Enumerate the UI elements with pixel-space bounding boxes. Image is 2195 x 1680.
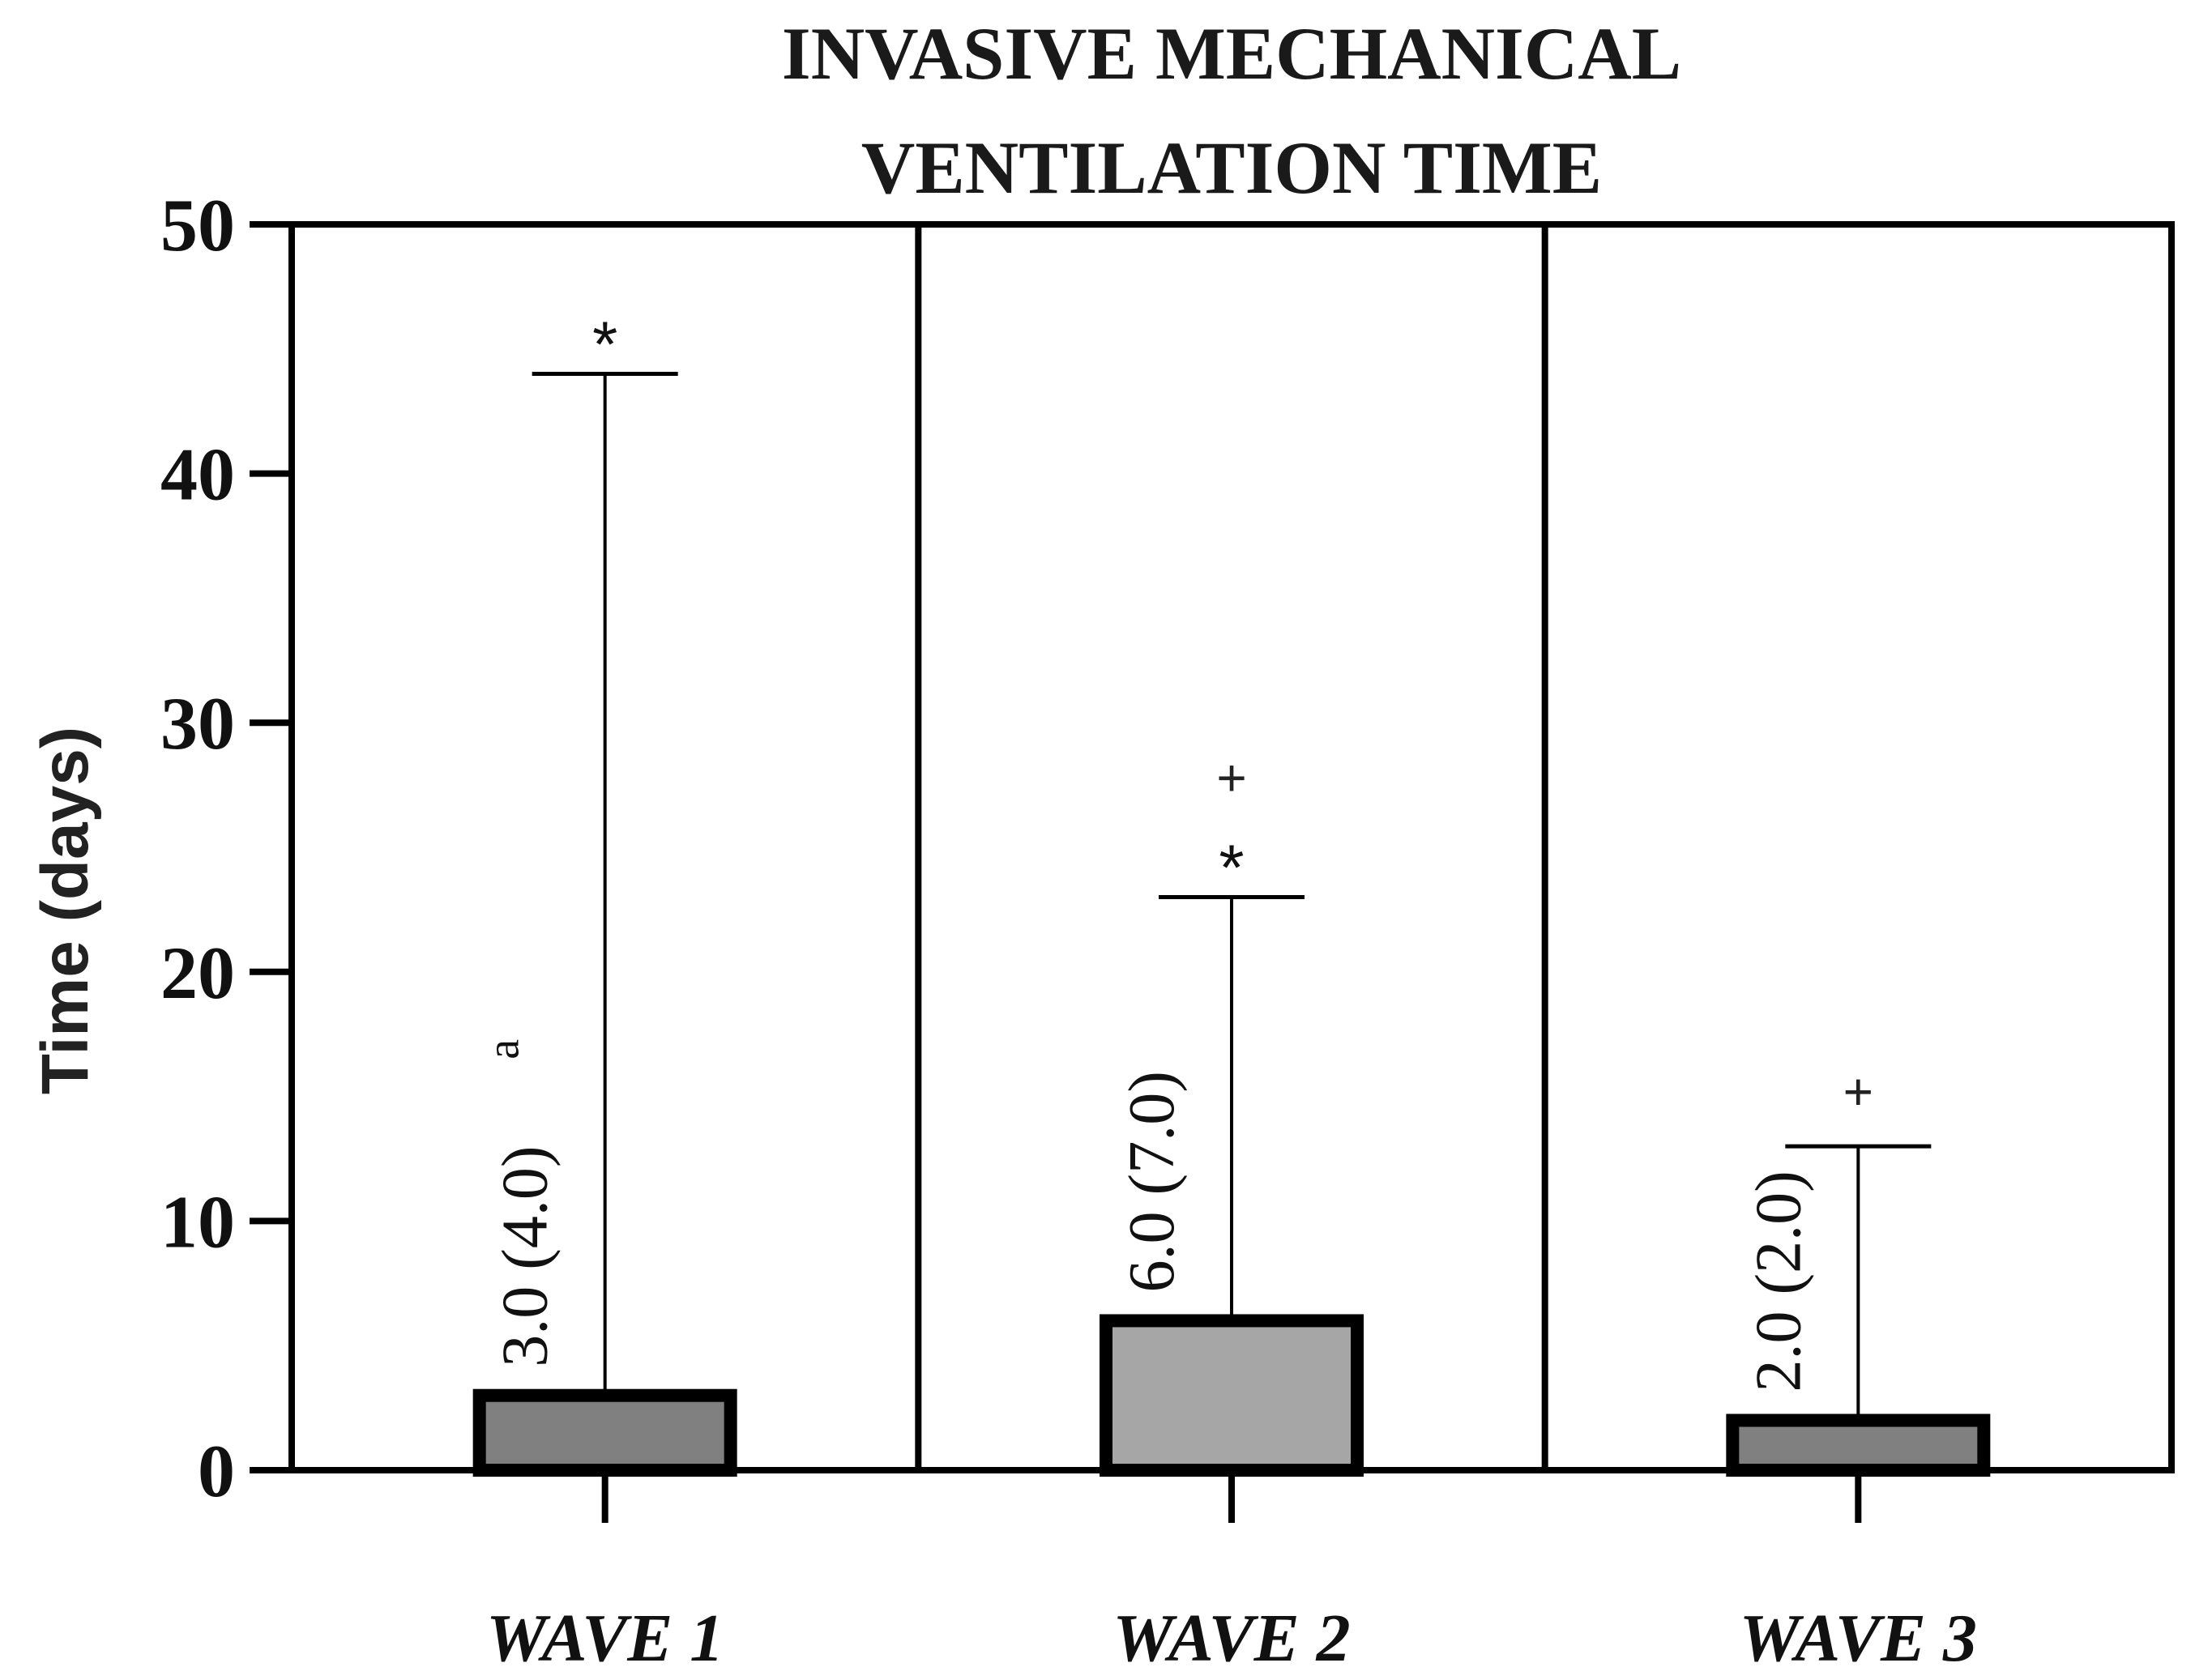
- significance-mark-2: *: [1219, 831, 1244, 903]
- value-label-3: 2.0 (2.0): [1743, 1170, 1814, 1392]
- plot-area: WAVE 1 3.0 (4.0) WAVE 2 6.0 (7.0) WAVE 3 2.0 …: [160, 184, 2175, 1676]
- plot-frame: [288, 221, 2175, 1473]
- y-tick-label-0: 0: [198, 1430, 235, 1512]
- significance-mark-3: +: [1216, 748, 1246, 807]
- bar-wave-1: [472, 1388, 737, 1477]
- chart-title-line-1: INVASIVE MECHANICAL: [782, 12, 1681, 95]
- value-label-2: 6.0 (7.0): [1117, 1071, 1188, 1292]
- significance-mark-4: +: [1843, 1062, 1873, 1120]
- value-label-1: 3.0 (4.0): [490, 1145, 562, 1367]
- y-tick-label-30: 30: [160, 682, 235, 765]
- x-tick-label-1: WAVE 1: [486, 1601, 724, 1676]
- y-tick-label-50: 50: [160, 184, 235, 266]
- y-tick-label-10: 10: [160, 1180, 235, 1263]
- significance-mark-1: *: [592, 308, 617, 380]
- bar-wave-3: [1726, 1414, 1991, 1477]
- value-label-superscript-1: a: [479, 1039, 529, 1060]
- bar-wave-2: [1100, 1314, 1364, 1477]
- x-tick-label-3: WAVE 3: [1740, 1601, 1977, 1676]
- y-tick-label-40: 40: [160, 433, 235, 516]
- y-axis-label: Time (days): [28, 727, 102, 1094]
- chart-title-line-2: VENTILATION TIME: [861, 126, 1602, 209]
- y-tick-label-20: 20: [160, 932, 235, 1014]
- x-tick-label-2: WAVE 2: [1112, 1601, 1350, 1676]
